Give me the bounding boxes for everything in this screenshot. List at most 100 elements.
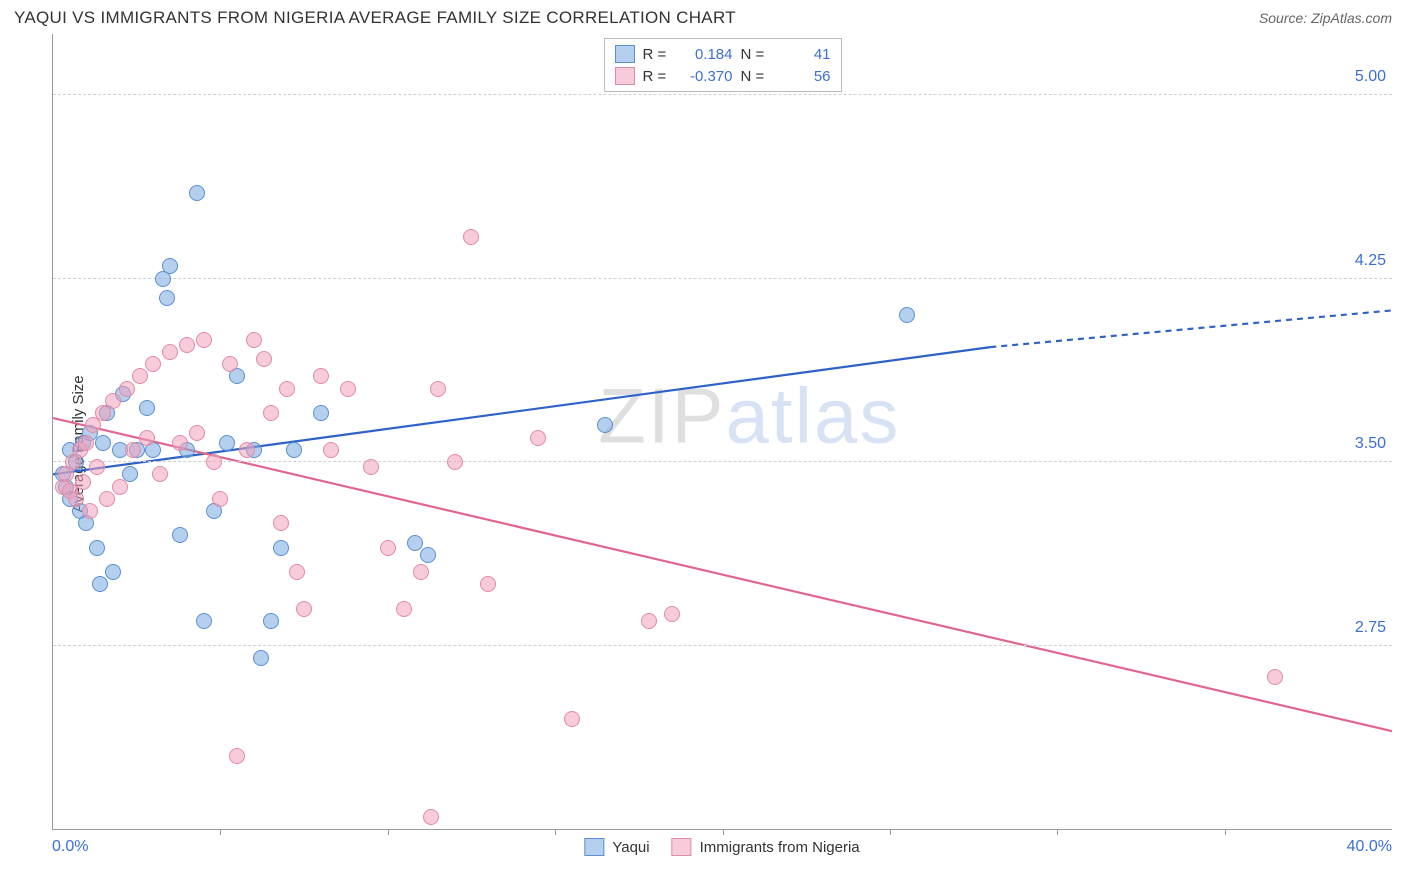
scatter-point [463,229,479,245]
scatter-point [125,442,141,458]
scatter-point [340,381,356,397]
scatter-point [641,613,657,629]
x-tick [723,829,724,835]
scatter-point [119,381,135,397]
scatter-point [363,459,379,475]
stats-row-series-1: R = -0.370 N = 56 [615,65,831,87]
scatter-point [196,332,212,348]
scatter-point [68,491,84,507]
scatter-point [95,435,111,451]
trend-lines [53,34,1392,829]
scatter-point [159,290,175,306]
scatter-point [1267,669,1283,685]
scatter-point [162,258,178,274]
scatter-point [899,307,915,323]
x-tick [220,829,221,835]
scatter-point [139,430,155,446]
scatter-point [279,381,295,397]
x-tick [1057,829,1058,835]
scatter-point [219,435,235,451]
scatter-point [564,711,580,727]
scatter-point [139,400,155,416]
scatter-point [407,535,423,551]
scatter-point [239,442,255,458]
y-tick-label: 5.00 [1355,68,1386,86]
x-tick [555,829,556,835]
scatter-point [145,356,161,372]
scatter-point [196,613,212,629]
scatter-point [256,351,272,367]
legend-item-0: Yaqui [584,838,649,856]
scatter-point [222,356,238,372]
scatter-point [172,527,188,543]
scatter-point [447,454,463,470]
scatter-point [112,479,128,495]
scatter-point [273,515,289,531]
stats-row-series-0: R = 0.184 N = 41 [615,43,831,65]
scatter-point [420,547,436,563]
scatter-point [206,454,222,470]
gridline [53,278,1392,279]
scatter-point [189,185,205,201]
scatter-point [396,601,412,617]
scatter-point [289,564,305,580]
x-min-label: 0.0% [52,838,88,856]
scatter-point [172,435,188,451]
scatter-point [263,405,279,421]
scatter-point [597,417,613,433]
scatter-point [313,368,329,384]
chart-container: Average Family Size ZIPatlas R = 0.184 N… [52,34,1392,854]
x-max-label: 40.0% [1347,838,1392,856]
watermark: ZIPatlas [598,370,900,461]
scatter-point [480,576,496,592]
swatch-series-1 [615,67,635,85]
scatter-point [253,650,269,666]
swatch-series-0 [615,45,635,63]
scatter-point [152,466,168,482]
scatter-point [162,344,178,360]
scatter-point [423,809,439,825]
scatter-point [530,430,546,446]
legend-swatch-1 [672,838,692,856]
scatter-point [430,381,446,397]
chart-title: YAQUI VS IMMIGRANTS FROM NIGERIA AVERAGE… [14,8,736,28]
scatter-point [246,332,262,348]
scatter-point [132,368,148,384]
legend-swatch-0 [584,838,604,856]
scatter-point [75,474,91,490]
scatter-point [89,459,105,475]
scatter-point [664,606,680,622]
scatter-point [179,337,195,353]
gridline [53,94,1392,95]
scatter-point [229,748,245,764]
scatter-point [92,576,108,592]
y-tick-label: 2.75 [1355,619,1386,637]
scatter-point [313,405,329,421]
scatter-point [380,540,396,556]
scatter-point [323,442,339,458]
scatter-point [89,540,105,556]
x-tick [388,829,389,835]
scatter-point [413,564,429,580]
y-tick-label: 3.50 [1355,435,1386,453]
x-tick [1225,829,1226,835]
x-tick [890,829,891,835]
gridline [53,645,1392,646]
source-attribution: Source: ZipAtlas.com [1259,10,1392,26]
scatter-point [105,564,121,580]
scatter-point [99,491,115,507]
gridline [53,461,1392,462]
scatter-point [263,613,279,629]
stats-legend-box: R = 0.184 N = 41 R = -0.370 N = 56 [604,38,842,92]
scatter-point [286,442,302,458]
scatter-point [189,425,205,441]
scatter-point [105,393,121,409]
bottom-legend: Yaqui Immigrants from Nigeria [584,838,859,856]
scatter-point [78,435,94,451]
y-tick-label: 4.25 [1355,252,1386,270]
scatter-point [296,601,312,617]
legend-item-1: Immigrants from Nigeria [672,838,860,856]
scatter-point [273,540,289,556]
scatter-point [212,491,228,507]
plot-area: ZIPatlas R = 0.184 N = 41 R = -0.370 N =… [52,34,1392,830]
